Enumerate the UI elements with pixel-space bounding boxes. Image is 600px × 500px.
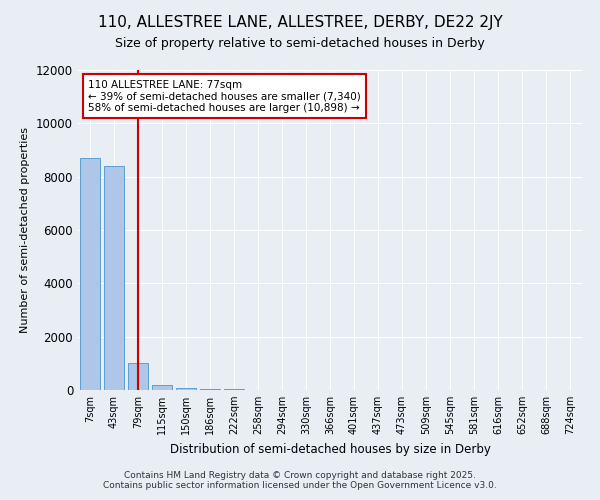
Text: Size of property relative to semi-detached houses in Derby: Size of property relative to semi-detach…	[115, 38, 485, 51]
Bar	[176, 388, 196, 390]
Bar	[152, 384, 172, 390]
Bar	[80, 158, 100, 390]
Text: 110 ALLESTREE LANE: 77sqm
← 39% of semi-detached houses are smaller (7,340)
58% : 110 ALLESTREE LANE: 77sqm ← 39% of semi-…	[88, 80, 361, 113]
Text: 110, ALLESTREE LANE, ALLESTREE, DERBY, DE22 2JY: 110, ALLESTREE LANE, ALLESTREE, DERBY, D…	[98, 15, 502, 30]
Bar	[128, 364, 148, 390]
Bar	[200, 389, 220, 390]
X-axis label: Distribution of semi-detached houses by size in Derby: Distribution of semi-detached houses by …	[170, 442, 490, 456]
Text: Contains HM Land Registry data © Crown copyright and database right 2025.
Contai: Contains HM Land Registry data © Crown c…	[103, 470, 497, 490]
Bar	[104, 166, 124, 390]
Y-axis label: Number of semi-detached properties: Number of semi-detached properties	[20, 127, 31, 333]
